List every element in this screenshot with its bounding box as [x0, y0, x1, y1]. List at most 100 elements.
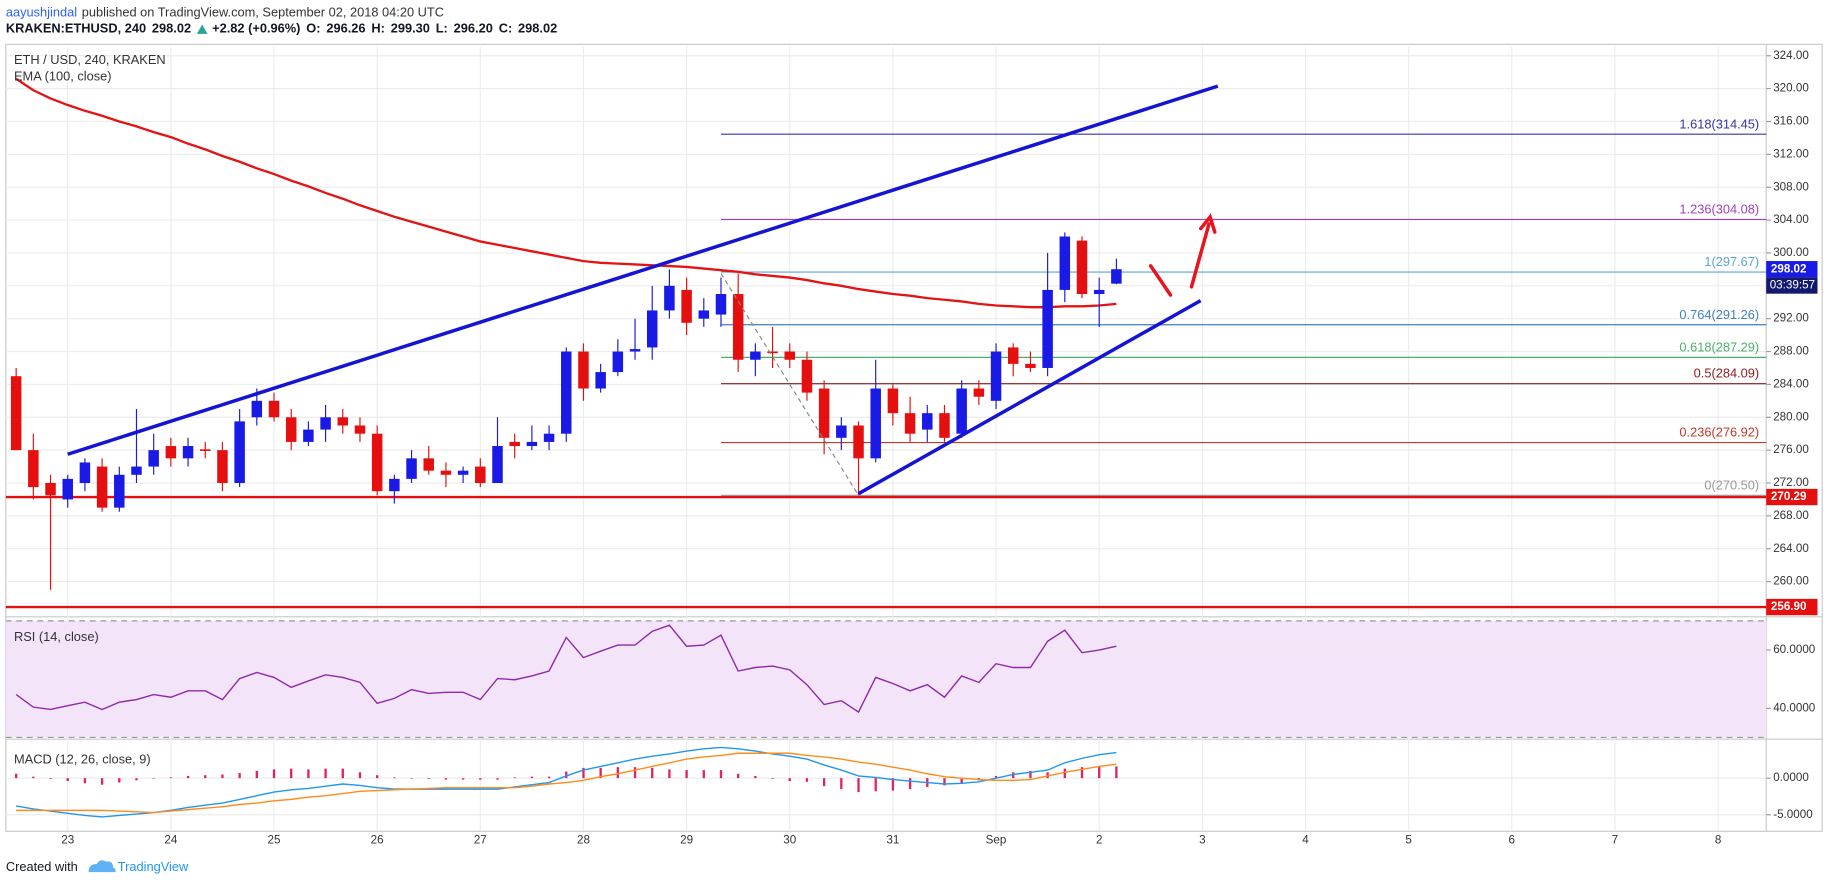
- candle-body: [303, 429, 314, 442]
- y-tick-label: 288.00: [1773, 345, 1809, 358]
- last-price: 298.02: [152, 21, 191, 36]
- macd-histogram-bar: [14, 773, 18, 779]
- candle-body: [337, 417, 349, 426]
- y-tick-label: 60.0000: [1773, 643, 1816, 656]
- x-tick-label: 29: [680, 834, 693, 847]
- macd-line: [16, 752, 1117, 814]
- chart-layer: 23 24 25 26 27 28 29 30 31 Sep 2 3 4 5 6 7 8260.00264.00…: [5, 46, 1822, 847]
- y-tick-label: 40.0000: [1773, 701, 1816, 714]
- macd-histogram-bar: [891, 778, 895, 791]
- candle-body: [818, 388, 830, 438]
- candle-body: [354, 425, 366, 434]
- x-tick-label: 4: [1302, 834, 1309, 847]
- candle-body: [698, 310, 710, 319]
- candle-body: [1093, 289, 1105, 295]
- ohlc-value: 296.26: [326, 21, 365, 36]
- macd-histogram-bar: [1046, 772, 1049, 779]
- frame: [5, 43, 1823, 832]
- candle-body: [973, 388, 985, 397]
- macd-histogram-bar: [805, 778, 809, 782]
- candle-body: [148, 450, 159, 467]
- candle-body: [629, 349, 641, 352]
- macd-histogram-bar: [152, 778, 155, 779]
- ohlc-label: H:: [371, 21, 385, 36]
- macd-histogram-bar: [255, 770, 258, 779]
- x-tick-label: Sep: [986, 834, 1007, 847]
- macd-histogram-bar: [943, 778, 946, 786]
- chart-title: ETH / USD, 240, KRAKEN: [14, 52, 166, 67]
- price-tag: [1766, 261, 1818, 278]
- macd-histogram-bar: [719, 770, 723, 779]
- candle-body: [1025, 363, 1036, 368]
- symbol: KRAKEN:ETHUSD, 240: [6, 21, 146, 36]
- x-tick-label: 27: [474, 834, 487, 847]
- change: +2.82 (+0.96%): [212, 21, 300, 36]
- macd-histogram-bar: [685, 770, 688, 779]
- candle-body: [423, 458, 434, 471]
- candle-body: [990, 351, 1002, 401]
- y-tick-label: 268.00: [1773, 509, 1809, 522]
- macd-histogram-bar: [565, 771, 568, 779]
- macd-histogram-bar: [599, 767, 602, 779]
- brand[interactable]: TradingView: [118, 859, 189, 874]
- brand-logo[interactable]: [88, 860, 116, 873]
- x-tick-label: 3: [1199, 834, 1205, 847]
- candle-body: [578, 351, 589, 389]
- y-tick-label: 264.00: [1773, 542, 1809, 555]
- level-tag: [1766, 488, 1818, 506]
- macd-histogram-bar: [118, 778, 121, 783]
- y-tick-label: 316.00: [1773, 115, 1809, 128]
- author[interactable]: aayushjindal: [6, 4, 77, 19]
- candle-body: [251, 400, 263, 418]
- y-tick-label: 300.00: [1773, 246, 1809, 259]
- x-tick-label: 30: [783, 834, 796, 847]
- x-tick-label: 5: [1405, 834, 1411, 847]
- countdown: 03:39:57: [1770, 279, 1815, 292]
- macd-histogram-bar: [410, 778, 413, 779]
- candle-body: [96, 466, 108, 508]
- x-tick-label: 31: [886, 834, 899, 847]
- macd-histogram-bar: [857, 778, 860, 793]
- candle-body: [1076, 240, 1088, 295]
- ohlc-label: O:: [306, 21, 320, 36]
- candle-body: [28, 450, 39, 488]
- macd-histogram-bar: [633, 767, 637, 779]
- macd-histogram-bar: [221, 774, 224, 779]
- macd-histogram-bar: [702, 770, 705, 779]
- candle-body: [457, 470, 469, 475]
- macd-histogram-bar: [737, 773, 740, 779]
- candle-body: [904, 413, 916, 434]
- y-tick-label: 284.00: [1773, 377, 1809, 390]
- candle-body: [646, 310, 658, 348]
- macd-histogram-bar: [668, 769, 671, 779]
- candle-body: [200, 449, 211, 451]
- candle-body: [509, 441, 520, 447]
- trend-line: [67, 84, 1219, 456]
- y-tick-label: -5.0000: [1773, 808, 1813, 821]
- macd-histogram-bar: [582, 767, 585, 779]
- y-tick-label: 0.0000: [1773, 771, 1809, 784]
- macd-histogram-bar: [479, 778, 482, 780]
- x-tick-label: 25: [268, 834, 281, 847]
- x-tick-label: 7: [1612, 834, 1618, 847]
- macd-histogram-bar: [1029, 770, 1032, 779]
- candle-body: [767, 351, 778, 354]
- macd-histogram-bar: [66, 778, 69, 782]
- up-triangle: [196, 24, 208, 34]
- y-tick-label: 292.00: [1773, 312, 1809, 325]
- arrow-head: [1199, 213, 1217, 234]
- macd-title: MACD (12, 26, close, 9): [14, 752, 151, 767]
- macd-histogram-bar: [32, 776, 35, 779]
- candle-body: [595, 372, 606, 389]
- candle-body: [320, 417, 331, 430]
- macd-histogram-bar: [204, 775, 207, 779]
- candle-body: [732, 294, 744, 360]
- fib-label: 0.236(276.92): [1679, 425, 1759, 440]
- fib-label: 1(297.67): [1704, 254, 1759, 269]
- macd-histogram-bar: [135, 778, 138, 781]
- candle-body: [612, 351, 624, 373]
- macd-histogram-bar: [324, 768, 327, 779]
- y-tick-label: 280.00: [1773, 410, 1809, 423]
